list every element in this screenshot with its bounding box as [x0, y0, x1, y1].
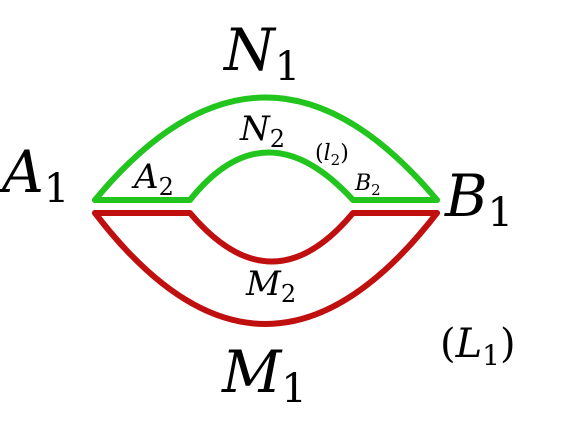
label-n2: N2	[239, 109, 285, 153]
label-m2: M2	[245, 264, 296, 308]
curve-n1	[92, 94, 440, 203]
label-b2: B2	[354, 171, 381, 199]
curve-m1	[92, 210, 440, 327]
label-l1: (L1)	[440, 321, 516, 372]
label-m1: M1	[221, 338, 307, 412]
label-n1: N1	[222, 16, 300, 90]
curve-n2	[92, 149, 440, 203]
upper-curves	[92, 94, 440, 203]
curve-m2	[92, 210, 440, 265]
label-a1: A1	[0, 138, 69, 212]
label-a2: A2	[131, 157, 174, 201]
label-b1: B1	[444, 162, 513, 236]
label-l2: (l2)	[315, 141, 349, 169]
lower-curves	[92, 210, 440, 327]
